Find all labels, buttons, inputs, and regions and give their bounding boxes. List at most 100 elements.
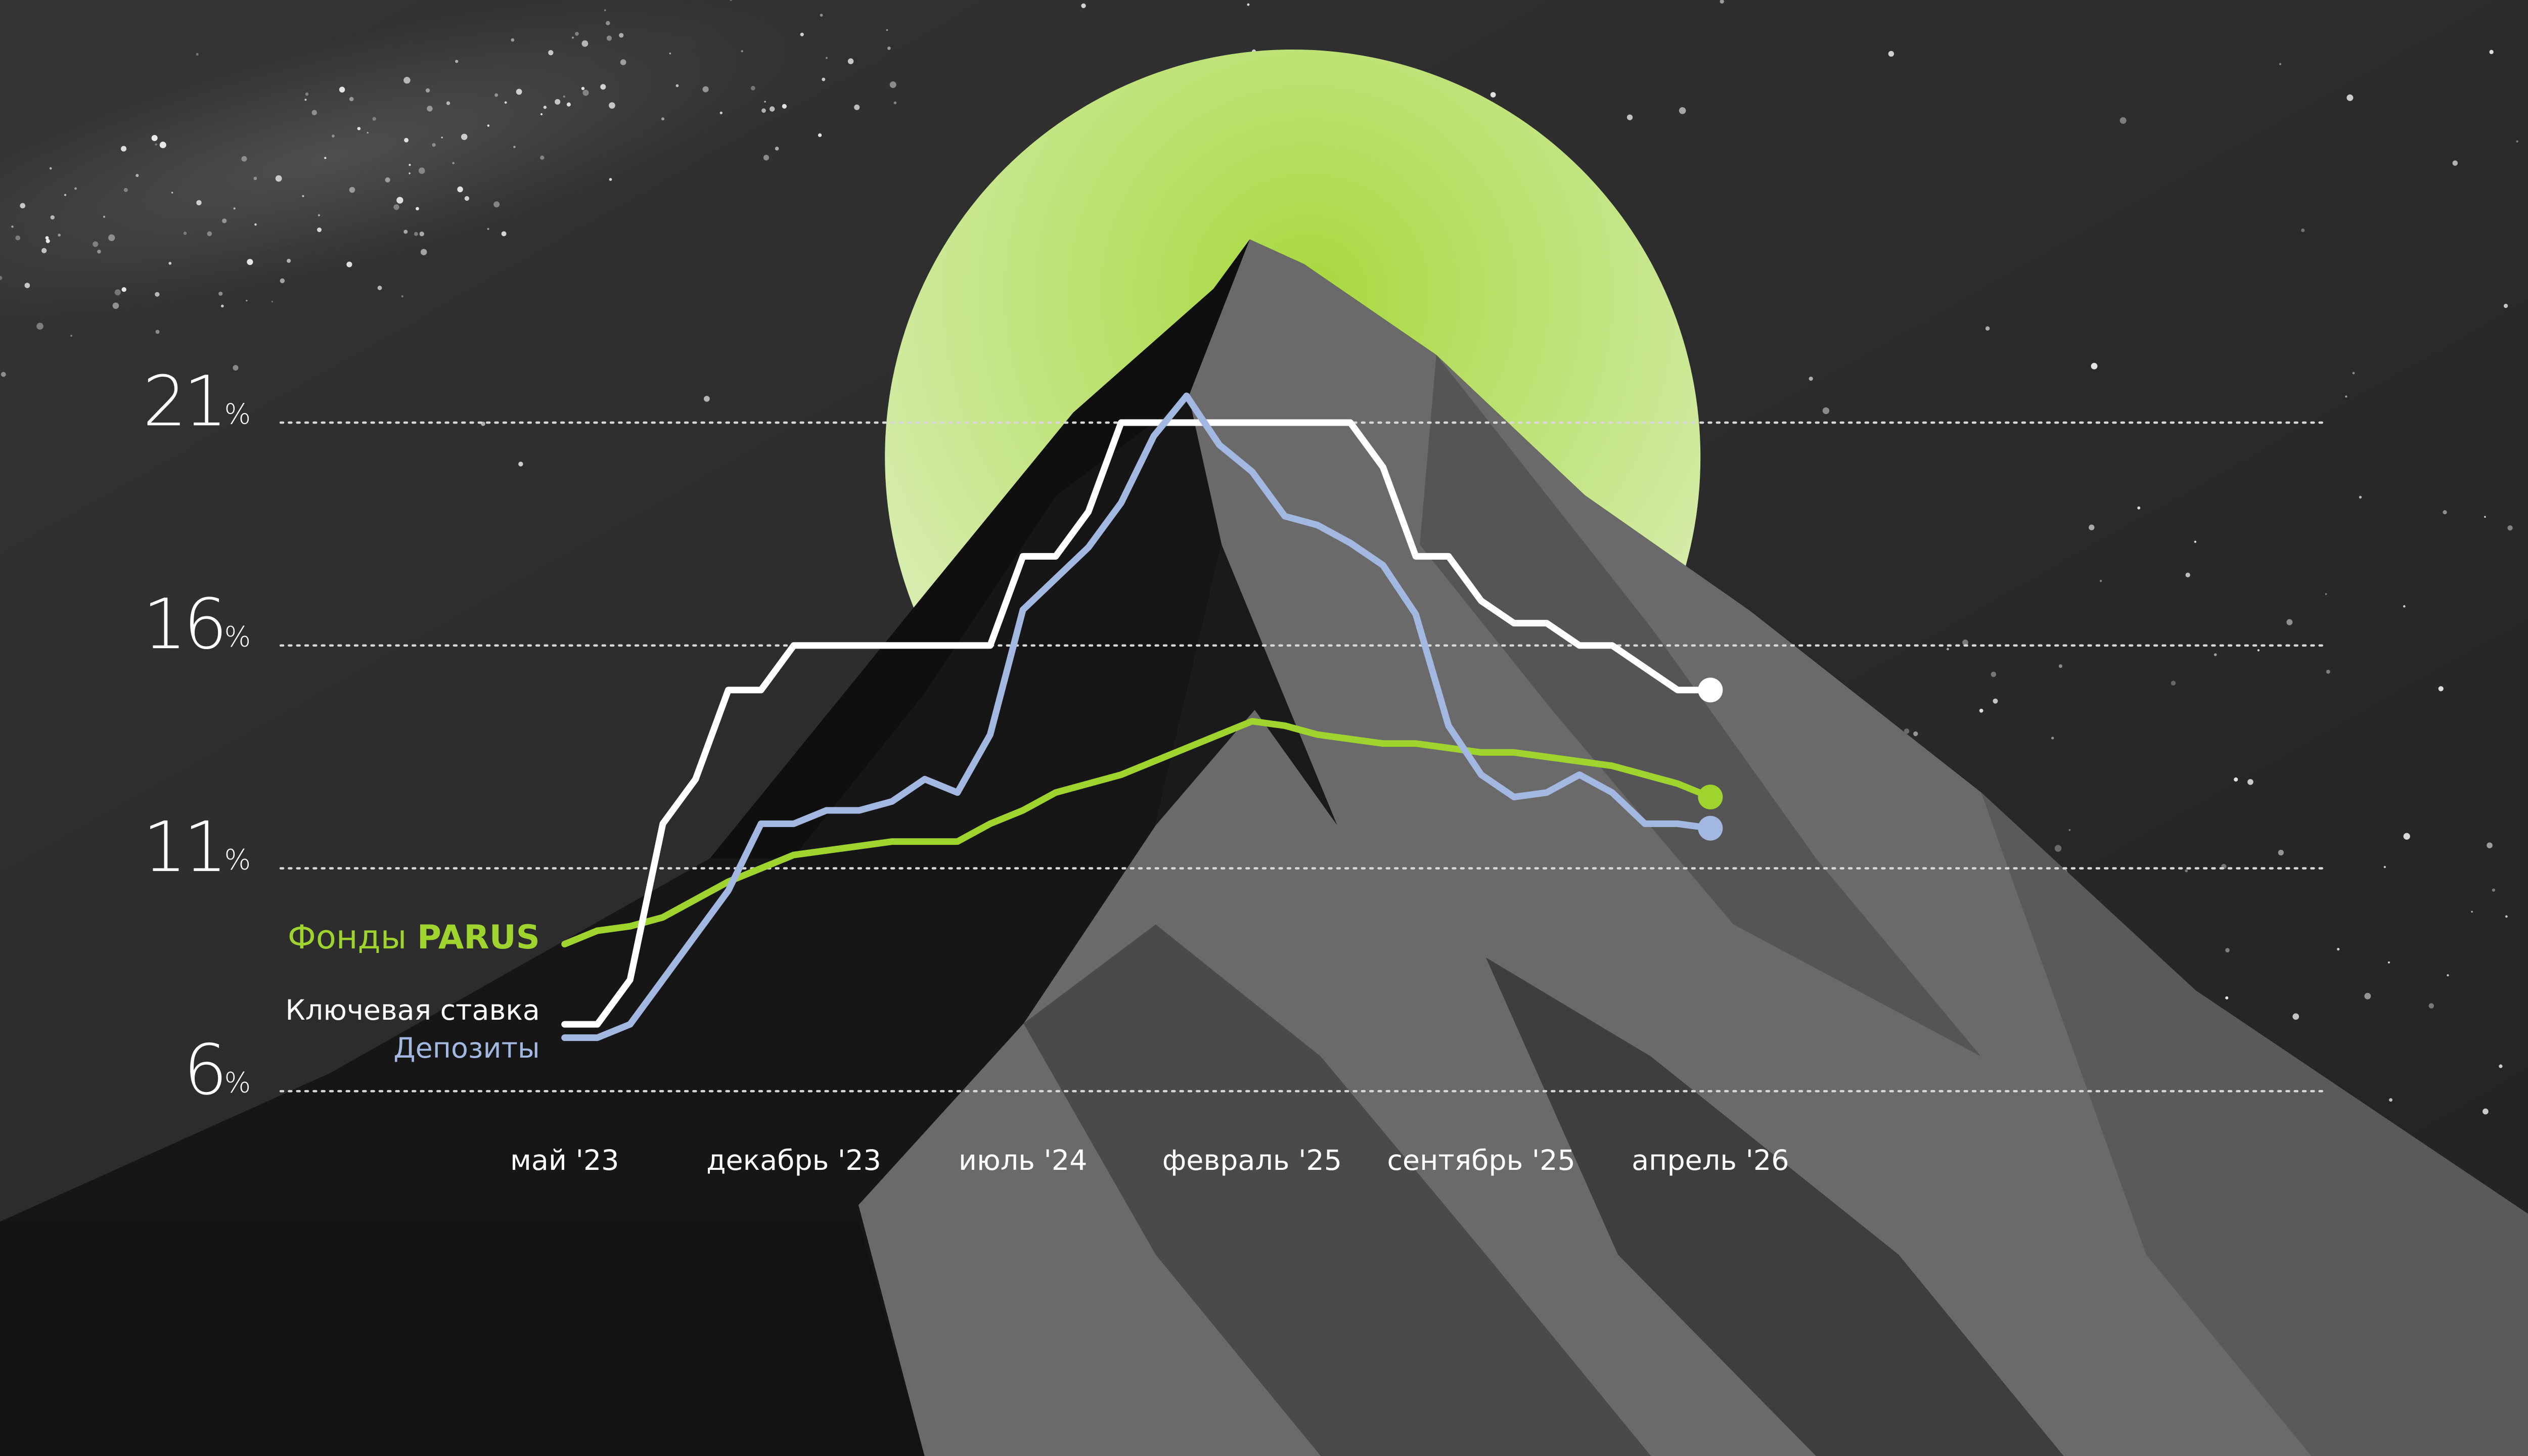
star	[540, 113, 543, 116]
star	[233, 365, 239, 371]
star	[1679, 107, 1686, 114]
star	[1720, 0, 1724, 4]
star	[311, 110, 317, 115]
star	[20, 203, 26, 209]
star	[2185, 572, 2190, 577]
star	[775, 147, 779, 151]
star	[233, 207, 236, 210]
star	[604, 9, 606, 11]
star	[2438, 686, 2444, 692]
star	[2058, 664, 2063, 668]
star	[563, 95, 565, 98]
star	[1946, 648, 1949, 651]
star	[218, 291, 223, 296]
star	[121, 146, 127, 152]
star	[15, 235, 21, 241]
star	[2257, 649, 2260, 652]
star	[2054, 845, 2062, 852]
star	[661, 117, 665, 121]
star	[2337, 947, 2340, 951]
star	[222, 218, 227, 223]
star	[74, 187, 77, 190]
stars	[0, 0, 2518, 1178]
star	[782, 104, 787, 109]
star	[171, 192, 173, 194]
star	[70, 335, 73, 337]
star	[2507, 525, 2513, 531]
star	[357, 127, 361, 130]
star	[196, 53, 199, 56]
plot: Фонды PARUS Ключевая ставка Депозиты	[285, 392, 1723, 1065]
star	[377, 286, 382, 290]
star	[763, 155, 770, 161]
star	[403, 230, 408, 234]
star	[487, 228, 489, 230]
star	[183, 232, 187, 235]
star	[349, 187, 355, 193]
star	[2325, 593, 2327, 595]
star	[271, 300, 274, 303]
end-point	[1698, 677, 1723, 703]
star	[114, 289, 121, 296]
star	[620, 59, 626, 65]
star	[1888, 51, 1894, 57]
star	[317, 227, 322, 233]
star	[582, 89, 589, 96]
star	[1991, 671, 1997, 677]
star	[2387, 961, 2390, 964]
star	[457, 186, 463, 193]
star	[196, 200, 202, 206]
star	[432, 143, 436, 147]
star	[441, 136, 443, 139]
star	[418, 167, 425, 174]
star	[349, 97, 354, 102]
star	[800, 32, 804, 36]
star	[50, 215, 55, 220]
y-tick-label: 11%	[143, 807, 251, 887]
star	[501, 231, 507, 237]
star	[49, 167, 52, 170]
star	[2364, 992, 2371, 999]
star	[2403, 605, 2406, 608]
star	[675, 84, 679, 87]
star	[393, 204, 399, 210]
star	[1985, 326, 1990, 331]
star	[1, 372, 6, 377]
star	[64, 194, 67, 196]
star	[461, 133, 468, 140]
star	[719, 111, 723, 115]
star	[548, 50, 554, 56]
star	[487, 124, 490, 127]
star	[1979, 708, 1983, 713]
star	[2099, 579, 2102, 582]
star	[609, 102, 615, 109]
star	[2137, 506, 2141, 510]
star	[2482, 1108, 2489, 1115]
star	[46, 239, 50, 243]
star	[619, 33, 624, 38]
star	[543, 106, 547, 109]
star	[253, 176, 257, 180]
mountain-shadow	[1155, 544, 1337, 826]
star	[581, 40, 589, 47]
star	[396, 197, 403, 204]
star	[511, 38, 515, 42]
star	[220, 304, 224, 308]
mountain-facet	[1023, 924, 1651, 1456]
star	[2359, 495, 2362, 499]
star	[893, 101, 897, 105]
star	[494, 93, 498, 97]
star	[1081, 3, 1086, 9]
star	[346, 261, 352, 267]
star	[403, 76, 411, 84]
star	[1247, 3, 1250, 6]
star	[2383, 866, 2386, 869]
star	[2345, 395, 2348, 398]
star	[1822, 407, 1830, 415]
star	[886, 29, 888, 31]
star	[427, 106, 433, 112]
star	[2326, 669, 2330, 674]
star	[2194, 540, 2197, 543]
